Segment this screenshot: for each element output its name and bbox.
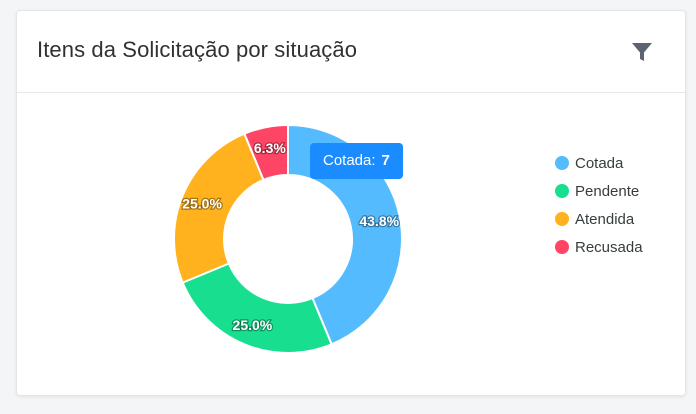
data-label-recusada: 6.3% (254, 140, 286, 156)
legend-label: Pendente (575, 182, 640, 200)
tooltip-value: 7 (381, 152, 390, 169)
chart-area: 43.8% 25.0% 25.0% 6.3% (17, 94, 687, 394)
legend-label: Atendida (575, 210, 635, 228)
data-label-cotada: 43.8% (359, 213, 399, 229)
legend-label: Recusada (575, 238, 643, 256)
legend-item-cotada[interactable]: Cotada (555, 149, 643, 177)
data-label-pendente: 25.0% (233, 317, 273, 333)
filter-icon (632, 43, 652, 61)
chart-tooltip: Cotada: 7 (310, 143, 403, 179)
filter-button[interactable] (629, 39, 655, 65)
donut-slice-pendente[interactable] (181, 262, 333, 354)
tooltip-label: Cotada: (323, 152, 376, 169)
legend-item-recusada[interactable]: Recusada (555, 233, 643, 261)
donut-slice-recusada[interactable] (243, 123, 289, 182)
legend-item-pendente[interactable]: Pendente (555, 177, 643, 205)
card-header: Itens da Solicitação por situação (17, 11, 685, 93)
data-label-atendida: 25.0% (182, 195, 222, 211)
chart-card: Itens da Solicitação por situação 43.8% 2… (16, 10, 686, 396)
legend-marker (555, 184, 569, 198)
legend-marker (555, 212, 569, 226)
chart-legend: Cotada Pendente Atendida Recusada (555, 149, 643, 261)
legend-marker (555, 240, 569, 254)
donut-chart: 43.8% 25.0% 25.0% 6.3% (173, 123, 403, 354)
donut-slice-atendida[interactable] (173, 132, 265, 284)
card-title: Itens da Solicitação por situação (37, 37, 358, 62)
legend-item-atendida[interactable]: Atendida (555, 205, 643, 233)
legend-marker (555, 156, 569, 170)
legend-label: Cotada (575, 154, 624, 172)
